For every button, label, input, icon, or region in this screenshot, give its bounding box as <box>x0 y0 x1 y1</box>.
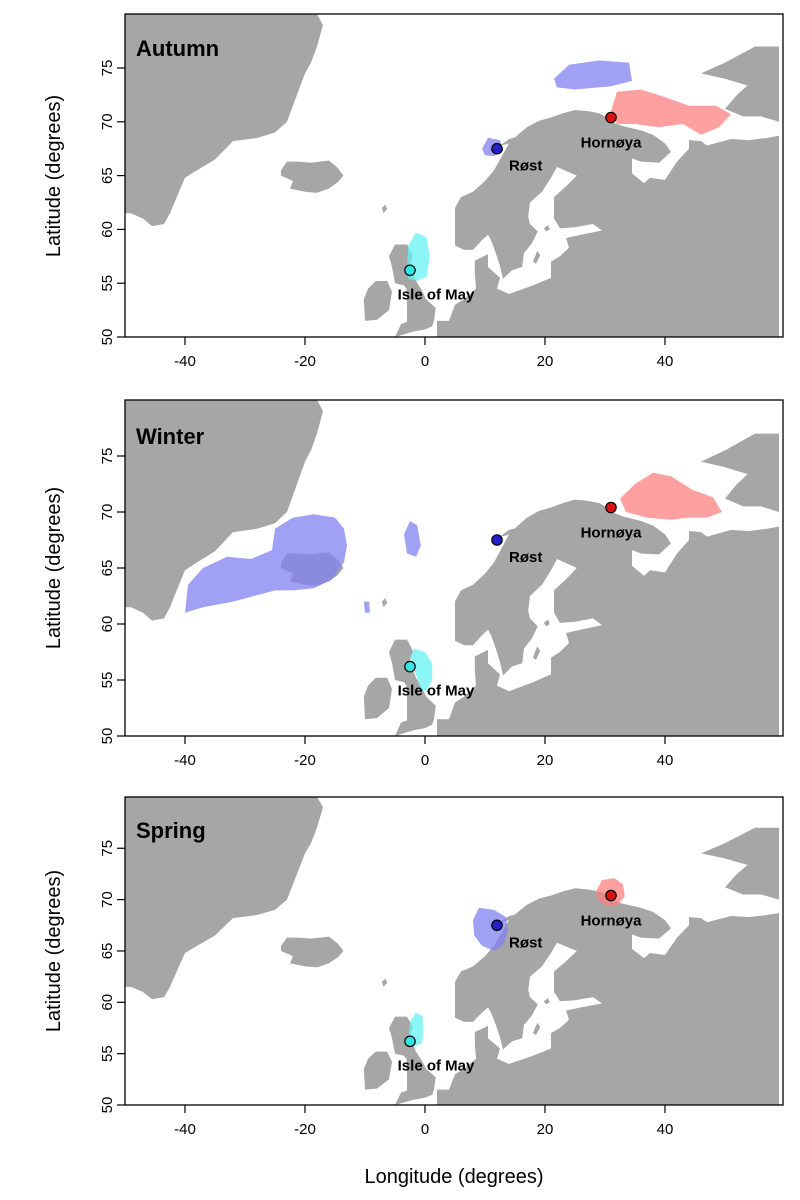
x-tick-label: 40 <box>657 1121 674 1138</box>
y-tick-label: 50 <box>99 1097 116 1114</box>
x-tick-label: -20 <box>294 752 316 769</box>
y-tick-label: 60 <box>99 994 116 1011</box>
rost-area <box>185 514 347 613</box>
x-tick-label: 20 <box>537 353 554 370</box>
isle-of-may-colony-marker <box>404 264 416 277</box>
rost-colony-label: Røst <box>509 158 542 175</box>
x-tick-label: 40 <box>657 353 674 370</box>
rost-area <box>554 60 632 90</box>
y-tick-label: 60 <box>99 616 116 633</box>
season-label: Spring <box>136 818 206 843</box>
x-tick-label: -20 <box>294 353 316 370</box>
rost-colony-marker <box>491 534 503 546</box>
x-tick-label: -40 <box>174 1121 196 1138</box>
hornoya-colony-label: Hornøya <box>581 913 643 930</box>
hornoya-area <box>611 89 731 135</box>
hornoya-colony-label: Hornøya <box>581 135 643 152</box>
isle-of-may-colony-label: Isle of May <box>398 683 475 700</box>
x-tick-label: 0 <box>421 353 429 370</box>
isle-of-may-colony-marker <box>404 660 416 673</box>
y-tick-label: 55 <box>99 672 116 689</box>
y-tick-label: 55 <box>99 1045 116 1062</box>
x-tick-label: 0 <box>421 1121 429 1138</box>
distribution-areas <box>185 472 722 692</box>
y-tick-label: 50 <box>99 728 116 745</box>
y-tick-label: 70 <box>99 891 116 908</box>
y-axis-title-autumn: Latitude (degrees) <box>43 95 65 257</box>
y-tick-label: 60 <box>99 221 116 238</box>
y-tick-label: 55 <box>99 275 116 292</box>
y-tick-label: 75 <box>99 60 116 77</box>
rost-area <box>404 521 421 557</box>
y-tick-label: 75 <box>99 448 116 465</box>
x-tick-label: -20 <box>294 1121 316 1138</box>
x-axis-title: Longitude (degrees) <box>364 1166 543 1188</box>
isle-of-may-colony-label: Isle of May <box>398 286 475 303</box>
y-tick-label: 50 <box>99 329 116 346</box>
y-axis-title-winter: Latitude (degrees) <box>43 487 65 649</box>
panel-spring: Røst Hornøya Isle of May Spring <box>124 796 784 1106</box>
hornoya-colony-label: Hornøya <box>581 525 643 542</box>
x-tick-label: 20 <box>537 752 554 769</box>
hornoya-area <box>620 472 722 520</box>
y-axis-title-spring: Latitude (degrees) <box>43 870 65 1032</box>
x-tick-label: 20 <box>537 1121 554 1138</box>
isle-of-may-colony-label: Isle of May <box>398 1057 475 1074</box>
y-tick-label: 65 <box>99 167 116 184</box>
rost-colony-label: Røst <box>509 934 542 951</box>
y-tick-label: 65 <box>99 560 116 577</box>
isle-of-may-area <box>410 648 433 692</box>
y-tick-label: 70 <box>99 504 116 521</box>
panel-winter: Røst Hornøya Isle of May Winter <box>124 399 784 737</box>
hornoya-colony-marker <box>605 889 617 902</box>
hornoya-colony-marker <box>605 501 617 514</box>
y-tick-label: 75 <box>99 840 116 857</box>
distribution-areas <box>407 60 731 281</box>
x-tick-label: -40 <box>174 353 196 370</box>
isle-of-may-colony-marker <box>404 1035 416 1048</box>
hornoya-colony-marker <box>605 111 617 124</box>
season-label: Autumn <box>136 36 219 61</box>
x-tick-label: 40 <box>657 752 674 769</box>
panel-autumn: Røst Hornøya Isle of May Autumn <box>124 13 784 338</box>
y-tick-label: 65 <box>99 943 116 960</box>
x-tick-label: -40 <box>174 752 196 769</box>
rost-colony-label: Røst <box>509 549 542 566</box>
rost-area <box>363 601 370 613</box>
season-label: Winter <box>136 424 205 449</box>
y-tick-label: 70 <box>99 113 116 130</box>
rost-colony-marker <box>491 919 503 932</box>
rost-area <box>473 907 508 951</box>
x-tick-label: 0 <box>421 752 429 769</box>
rost-colony-marker <box>491 142 503 155</box>
